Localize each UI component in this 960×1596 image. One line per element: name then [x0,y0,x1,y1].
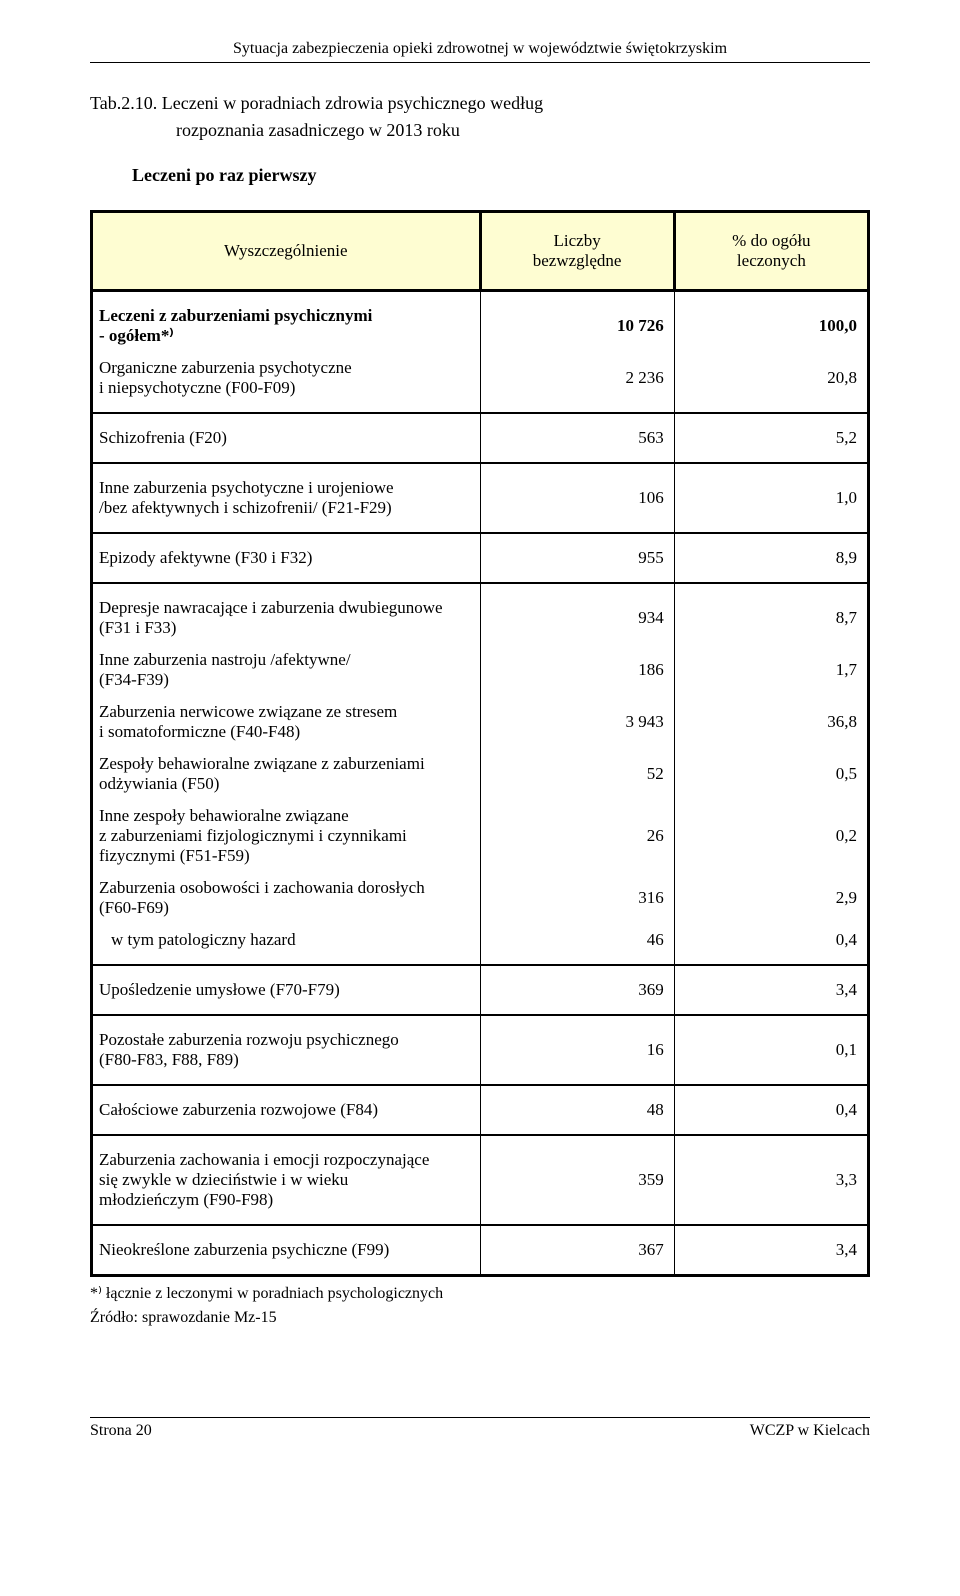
table-row: Organiczne zaburzenia psychotyczne i nie… [92,352,869,413]
footer-right: WCZP w Kielcach [750,1422,870,1440]
table-row: Całościowe zaburzenia rozwojowe (F84)480… [92,1085,869,1135]
row-value-count: 10 726 [480,291,674,353]
row-value-percent: 20,8 [674,352,868,413]
row-value-count: 934 [480,583,674,644]
col-header-1: Wyszczególnienie [92,212,481,291]
row-value-count: 26 [480,800,674,872]
footnote-2: Źródło: sprawozdanie Mz-15 [90,1309,870,1327]
col-header-3: % do ogółu leczonych [674,212,868,291]
table-row: Zespoły behawioralne związane z zaburzen… [92,748,869,800]
table-row: Pozostałe zaburzenia rozwoju psychiczneg… [92,1015,869,1085]
row-value-count: 186 [480,644,674,696]
row-value-count: 359 [480,1135,674,1225]
row-value-percent: 3,3 [674,1135,868,1225]
row-label: Zaburzenia zachowania i emocji rozpoczyn… [92,1135,481,1225]
row-value-count: 16 [480,1015,674,1085]
table-row: Upośledzenie umysłowe (F70-F79)3693,4 [92,965,869,1015]
table-row: Epizody afektywne (F30 i F32)9558,9 [92,533,869,583]
row-value-count: 367 [480,1225,674,1276]
document-page: Sytuacja zabezpieczenia opieki zdrowotne… [0,0,960,1480]
row-label: w tym patologiczny hazard [92,924,481,965]
row-label: Zespoły behawioralne związane z zaburzen… [92,748,481,800]
row-label: Zaburzenia osobowości i zachowania doros… [92,872,481,924]
row-value-percent: 8,7 [674,583,868,644]
footnote-1: *⁾ łącznie z leczonymi w poradniach psyc… [90,1283,870,1303]
row-value-count: 106 [480,463,674,533]
col-header-2: Liczby bezwzględne [480,212,674,291]
row-label: Całościowe zaburzenia rozwojowe (F84) [92,1085,481,1135]
row-value-count: 52 [480,748,674,800]
row-value-percent: 36,8 [674,696,868,748]
footer-left: Strona 20 [90,1422,152,1440]
page-footer: Strona 20 WCZP w Kielcach [90,1417,870,1440]
row-value-count: 48 [480,1085,674,1135]
row-label: Pozostałe zaburzenia rozwoju psychiczneg… [92,1015,481,1085]
table-row: w tym patologiczny hazard460,4 [92,924,869,965]
table-row: Depresje nawracające i zaburzenia dwubie… [92,583,869,644]
row-value-percent: 0,1 [674,1015,868,1085]
row-label: Zaburzenia nerwicowe związane ze stresem… [92,696,481,748]
row-value-percent: 1,0 [674,463,868,533]
col-header-2-text: Liczby bezwzględne [533,231,622,270]
table-head: Wyszczególnienie Liczby bezwzględne % do… [92,212,869,291]
row-value-count: 46 [480,924,674,965]
row-label: Nieokreślone zaburzenia psychiczne (F99) [92,1225,481,1276]
table-row: Zaburzenia osobowości i zachowania doros… [92,872,869,924]
table-subtitle: Leczeni po raz pierwszy [90,165,870,186]
row-value-count: 955 [480,533,674,583]
row-label: Schizofrenia (F20) [92,413,481,463]
col-header-3-text: % do ogółu leczonych [732,231,810,270]
table-row: Inne zespoły behawioralne związane z zab… [92,800,869,872]
table-row: Leczeni z zaburzeniami psychicznymi - og… [92,291,869,353]
caption-title-line1: Leczeni w poradniach zdrowia psychiczneg… [162,93,543,113]
row-value-percent: 3,4 [674,1225,868,1276]
row-label: Upośledzenie umysłowe (F70-F79) [92,965,481,1015]
row-label: Epizody afektywne (F30 i F32) [92,533,481,583]
table-row: Zaburzenia zachowania i emocji rozpoczyn… [92,1135,869,1225]
row-value-percent: 0,2 [674,800,868,872]
row-value-count: 316 [480,872,674,924]
table-row: Zaburzenia nerwicowe związane ze stresem… [92,696,869,748]
data-table: Wyszczególnienie Liczby bezwzględne % do… [90,210,870,1277]
row-value-percent: 100,0 [674,291,868,353]
row-value-count: 369 [480,965,674,1015]
row-label: Organiczne zaburzenia psychotyczne i nie… [92,352,481,413]
row-label: Inne zaburzenia nastroju /afektywne/ (F3… [92,644,481,696]
row-value-percent: 0,5 [674,748,868,800]
row-value-percent: 0,4 [674,924,868,965]
row-value-count: 3 943 [480,696,674,748]
row-label: Leczeni z zaburzeniami psychicznymi - og… [92,291,481,353]
table-row: Nieokreślone zaburzenia psychiczne (F99)… [92,1225,869,1276]
row-value-count: 563 [480,413,674,463]
row-label: Inne zaburzenia psychotyczne i urojeniow… [92,463,481,533]
row-value-percent: 5,2 [674,413,868,463]
row-value-percent: 1,7 [674,644,868,696]
caption-label: Tab.2.10. [90,93,157,113]
row-value-percent: 3,4 [674,965,868,1015]
table-caption: Tab.2.10. Leczeni w poradniach zdrowia p… [90,93,870,114]
table-row: Inne zaburzenia nastroju /afektywne/ (F3… [92,644,869,696]
caption-title-line2: rozpoznania zasadniczego w 2013 roku [90,120,870,141]
row-value-percent: 0,4 [674,1085,868,1135]
row-value-count: 2 236 [480,352,674,413]
row-value-percent: 2,9 [674,872,868,924]
table-body: Leczeni z zaburzeniami psychicznymi - og… [92,291,869,1276]
table-row: Schizofrenia (F20)5635,2 [92,413,869,463]
table-row: Inne zaburzenia psychotyczne i urojeniow… [92,463,869,533]
running-header: Sytuacja zabezpieczenia opieki zdrowotne… [90,40,870,63]
row-value-percent: 8,9 [674,533,868,583]
row-label: Inne zespoły behawioralne związane z zab… [92,800,481,872]
row-label: Depresje nawracające i zaburzenia dwubie… [92,583,481,644]
